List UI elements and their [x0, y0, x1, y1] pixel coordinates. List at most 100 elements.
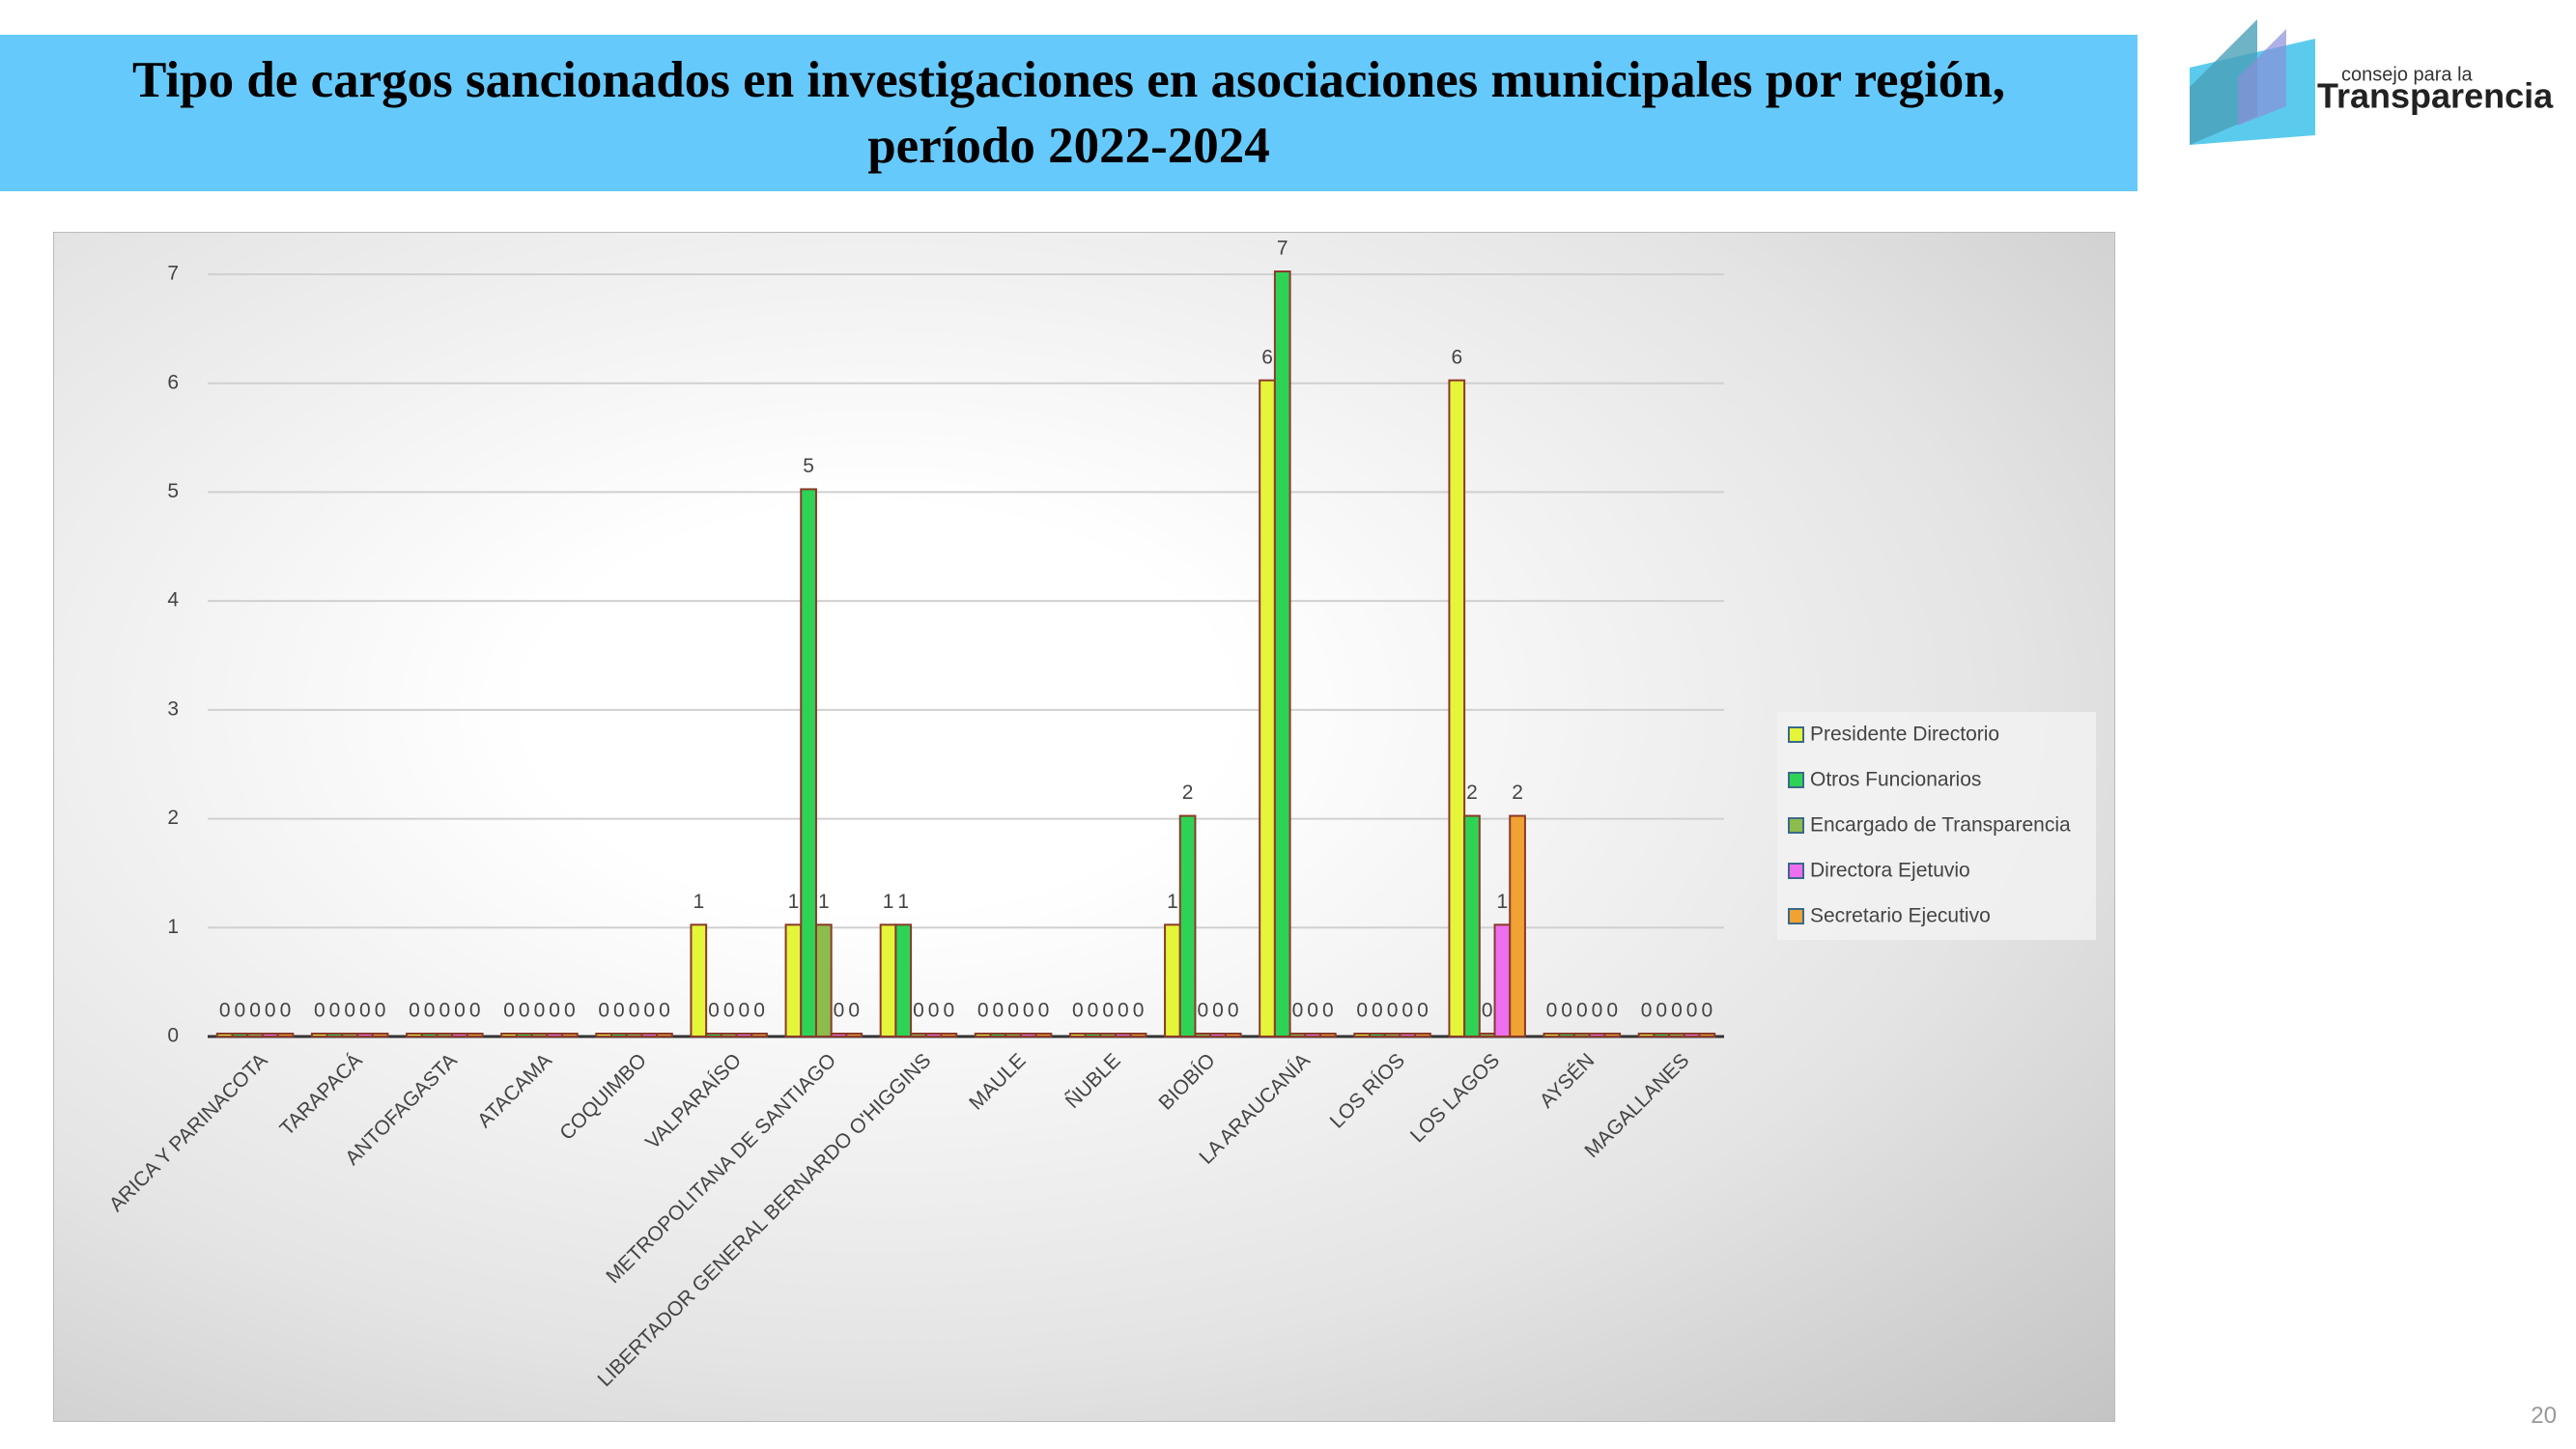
legend-swatch — [1788, 772, 1804, 788]
bar — [1637, 1033, 1656, 1037]
bar — [1164, 923, 1181, 1037]
value-label: 0 — [219, 1000, 231, 1022]
value-label: 0 — [1292, 1000, 1304, 1022]
bar — [1084, 1033, 1102, 1037]
value-label: 0 — [439, 1000, 450, 1022]
value-label: 0 — [943, 1000, 954, 1022]
value-label: 0 — [314, 1000, 326, 1022]
bar — [215, 1033, 234, 1037]
value-label: 0 — [1671, 1000, 1683, 1022]
bar — [1572, 1033, 1591, 1037]
bar — [1209, 1033, 1227, 1037]
value-label: 0 — [1072, 1000, 1084, 1022]
value-label: 1 — [883, 891, 894, 913]
bar — [720, 1033, 738, 1037]
value-label: 0 — [1356, 1000, 1368, 1022]
legend-label: Otros Funcionarios — [1810, 769, 1981, 791]
value-label: 0 — [1641, 1000, 1653, 1022]
value-label: 0 — [1701, 1000, 1713, 1022]
bar — [800, 488, 817, 1037]
value-label: 0 — [1228, 1000, 1239, 1022]
value-label: 0 — [1118, 1000, 1129, 1022]
value-label: 0 — [977, 1000, 989, 1022]
x-tick-label: LOS RÍOS — [1326, 1049, 1409, 1132]
bar — [1463, 814, 1481, 1037]
value-label: 0 — [1546, 1000, 1558, 1022]
bar — [735, 1033, 753, 1037]
bar — [1068, 1033, 1087, 1037]
bar — [326, 1033, 344, 1037]
bar — [690, 923, 708, 1037]
value-label: 0 — [375, 1000, 386, 1022]
bar — [1414, 1033, 1431, 1037]
value-label: 0 — [329, 1000, 341, 1022]
value-label: 7 — [1277, 238, 1288, 260]
bar — [830, 1033, 848, 1037]
value-label: 0 — [1307, 1000, 1318, 1022]
value-label: 1 — [693, 891, 704, 913]
bar — [1259, 379, 1276, 1037]
value-label: 0 — [564, 1000, 576, 1022]
bar — [1194, 1033, 1212, 1037]
value-label: 0 — [1088, 1000, 1099, 1022]
value-label: 0 — [1023, 1000, 1034, 1022]
y-tick-label: 1 — [167, 916, 179, 938]
x-tick-label: MAULE — [965, 1049, 1030, 1114]
logo-text: Transparencia — [2317, 76, 2554, 116]
bar — [894, 923, 913, 1037]
bar — [341, 1033, 359, 1037]
value-label: 0 — [280, 1000, 292, 1022]
value-label: 2 — [1512, 781, 1523, 804]
bar — [1115, 1033, 1132, 1037]
value-label: 1 — [818, 891, 830, 913]
value-label: 0 — [723, 1000, 735, 1022]
bar — [1273, 270, 1291, 1037]
y-tick-label: 2 — [167, 807, 179, 829]
bar — [1005, 1033, 1022, 1037]
bar — [1558, 1033, 1575, 1037]
bar — [530, 1033, 549, 1037]
bar — [1698, 1033, 1716, 1037]
value-label: 0 — [1401, 1000, 1413, 1022]
value-label: 0 — [1322, 1000, 1334, 1022]
value-label: 5 — [803, 455, 814, 477]
logo: consejo para la Transparencia — [2190, 19, 2554, 145]
value-label: 0 — [1576, 1000, 1588, 1022]
value-label: 0 — [1656, 1000, 1667, 1022]
value-label: 0 — [1417, 1000, 1429, 1022]
bar — [436, 1033, 454, 1037]
bar — [1493, 923, 1512, 1037]
value-label: 0 — [613, 1000, 625, 1022]
bar — [989, 1033, 1007, 1037]
value-label: 0 — [1482, 1000, 1493, 1022]
chart-background — [53, 232, 2115, 1422]
value-label: 0 — [659, 1000, 670, 1022]
value-label: 0 — [519, 1000, 530, 1022]
value-label: 0 — [1561, 1000, 1572, 1022]
bar — [546, 1033, 563, 1037]
bar — [910, 1033, 927, 1037]
value-label: 0 — [534, 1000, 546, 1022]
value-label: 0 — [848, 1000, 860, 1022]
bar — [1178, 814, 1197, 1037]
value-label: 2 — [1466, 781, 1478, 804]
bar — [1653, 1033, 1671, 1037]
value-label: 0 — [1102, 1000, 1114, 1022]
bar — [750, 1033, 768, 1037]
bar — [1224, 1033, 1242, 1037]
logo-shape — [2238, 29, 2286, 126]
bar — [261, 1033, 279, 1037]
value-label: 0 — [1007, 1000, 1019, 1022]
bar — [705, 1033, 722, 1037]
value-label: 0 — [1197, 1000, 1208, 1022]
x-tick-label: ATACAMA — [473, 1049, 556, 1132]
bar — [371, 1033, 389, 1037]
value-label: 0 — [993, 1000, 1005, 1022]
bar — [1318, 1033, 1337, 1037]
x-tick-label: LOS LAGOS — [1406, 1049, 1504, 1147]
bar — [879, 923, 897, 1037]
bar — [500, 1033, 518, 1037]
value-label: 0 — [469, 1000, 481, 1022]
bar — [1369, 1033, 1386, 1037]
